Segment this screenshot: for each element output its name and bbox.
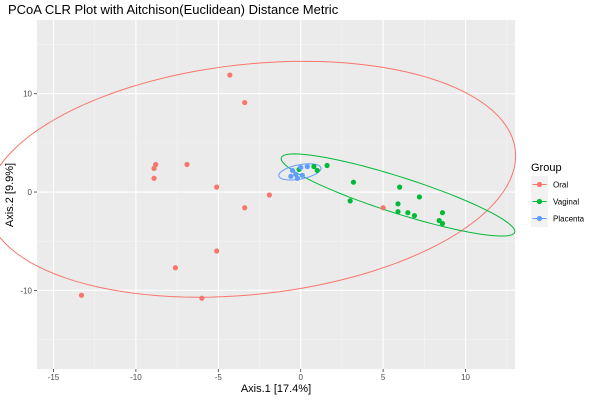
point-placenta-5 xyxy=(294,175,301,181)
point-placenta-4 xyxy=(299,172,305,178)
point-oral-5 xyxy=(151,175,157,181)
point-vaginal-4 xyxy=(347,198,353,204)
point-placenta-1 xyxy=(298,164,304,171)
point-oral-3 xyxy=(151,165,157,172)
ellipse-vaginal xyxy=(280,153,516,237)
minor-gridlines xyxy=(37,20,515,369)
point-placenta-2 xyxy=(304,163,310,170)
point-vaginal-13 xyxy=(439,220,446,227)
point-oral-10 xyxy=(172,265,179,271)
point-oral-11 xyxy=(199,295,205,301)
data-points xyxy=(78,72,446,301)
point-vaginal-6 xyxy=(416,194,422,200)
plot-panel xyxy=(37,20,515,369)
x-tick-label-3: 0 xyxy=(298,373,303,382)
ellipse-placenta xyxy=(278,163,322,181)
chart-title: PCoA CLR Plot with Aitchison(Euclidean) … xyxy=(8,2,339,17)
ellipse-oral xyxy=(0,60,517,298)
point-vaginal-10 xyxy=(411,213,418,219)
legend-title: Group xyxy=(531,162,562,174)
legend-label-placenta: Placenta xyxy=(553,215,585,224)
y-tick-label-2: 10 xyxy=(23,90,32,99)
x-tick-label-1: -10 xyxy=(130,373,142,382)
point-vaginal-8 xyxy=(395,209,401,215)
point-oral-9 xyxy=(214,248,220,254)
point-vaginal-9 xyxy=(405,210,411,216)
y-axis-label: Axis.2 [9.9%] xyxy=(4,163,16,227)
point-oral-7 xyxy=(266,192,273,198)
y-tick-label-1: 0 xyxy=(28,188,33,197)
point-vaginal-7 xyxy=(395,201,401,207)
point-vaginal-5 xyxy=(397,184,403,190)
legend-marker-oral xyxy=(536,181,543,188)
point-oral-1 xyxy=(242,99,248,106)
point-oral-0 xyxy=(227,72,233,78)
x-tick-label-2: -5 xyxy=(215,373,223,382)
point-oral-13 xyxy=(380,205,386,211)
point-oral-4 xyxy=(184,161,190,168)
confidence-ellipses xyxy=(0,60,517,298)
point-vaginal-2 xyxy=(314,167,320,174)
point-placenta-0 xyxy=(289,167,296,174)
point-vaginal-0 xyxy=(311,163,317,170)
x-tick-label-0: -15 xyxy=(48,373,60,382)
x-axis-ticks: -15 -10 -5 0 5 10 xyxy=(48,369,471,382)
point-oral-2 xyxy=(153,161,159,168)
point-vaginal-3 xyxy=(350,179,357,185)
legend-label-oral: Oral xyxy=(553,181,568,190)
point-placenta-6 xyxy=(288,173,294,179)
legend: Group Oral Vaginal Placenta xyxy=(531,162,585,227)
major-gridlines xyxy=(37,20,515,369)
x-tick-label-5: 10 xyxy=(461,373,470,382)
point-vaginal-1 xyxy=(324,162,330,169)
legend-label-vaginal: Vaginal xyxy=(553,198,579,207)
legend-marker-vaginal xyxy=(536,198,543,205)
point-vaginal-11 xyxy=(439,210,446,216)
y-axis-ticks: -10 0 10 xyxy=(20,90,37,295)
x-tick-label-4: 5 xyxy=(381,373,386,382)
point-oral-8 xyxy=(242,205,248,211)
point-oral-6 xyxy=(214,184,220,190)
point-oral-12 xyxy=(78,292,85,298)
point-placenta-3 xyxy=(293,171,299,177)
legend-marker-placenta xyxy=(536,215,543,222)
x-axis-label: Axis.1 [17.4%] xyxy=(241,383,311,395)
y-tick-label-0: -10 xyxy=(20,286,32,295)
